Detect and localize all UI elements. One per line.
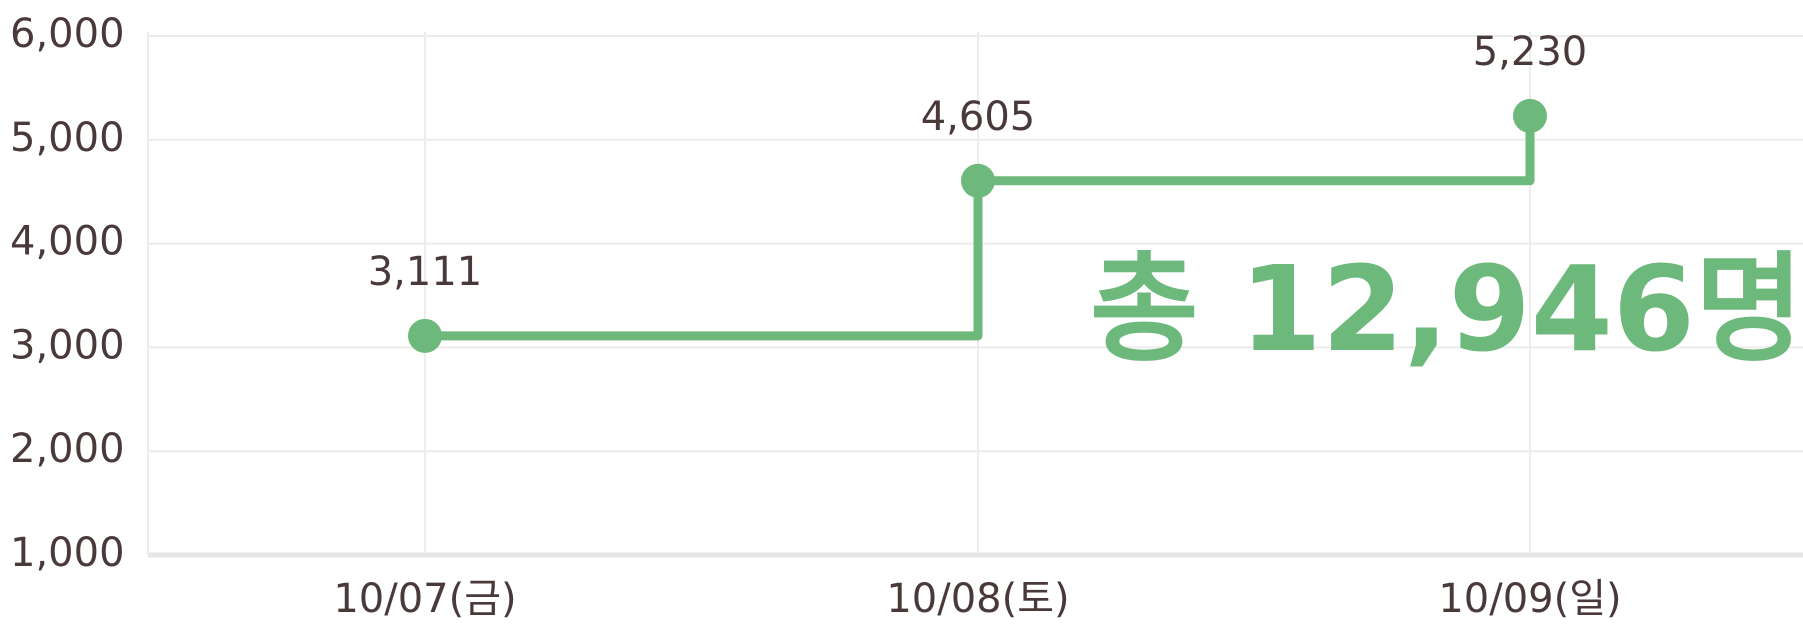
data-point	[1513, 98, 1547, 133]
data-label: 3,111	[368, 249, 483, 295]
y-tick-label: 3,000	[10, 322, 125, 368]
y-tick-label: 6,000	[10, 11, 125, 57]
x-tick-label: 10/07(금)	[333, 576, 516, 622]
x-tick-label: 10/08(토)	[886, 576, 1069, 622]
y-tick-label: 4,000	[10, 219, 125, 265]
x-tick-label: 10/09(일)	[1438, 576, 1621, 622]
y-tick-label: 2,000	[10, 426, 125, 472]
data-label: 4,605	[921, 94, 1036, 140]
total-annotation: 총 12,946명	[1090, 240, 1803, 378]
data-point	[961, 163, 995, 198]
y-tick-label: 1,000	[10, 530, 125, 576]
y-tick-label: 5,000	[10, 115, 125, 161]
data-point	[408, 318, 442, 353]
data-label: 5,230	[1473, 29, 1588, 75]
